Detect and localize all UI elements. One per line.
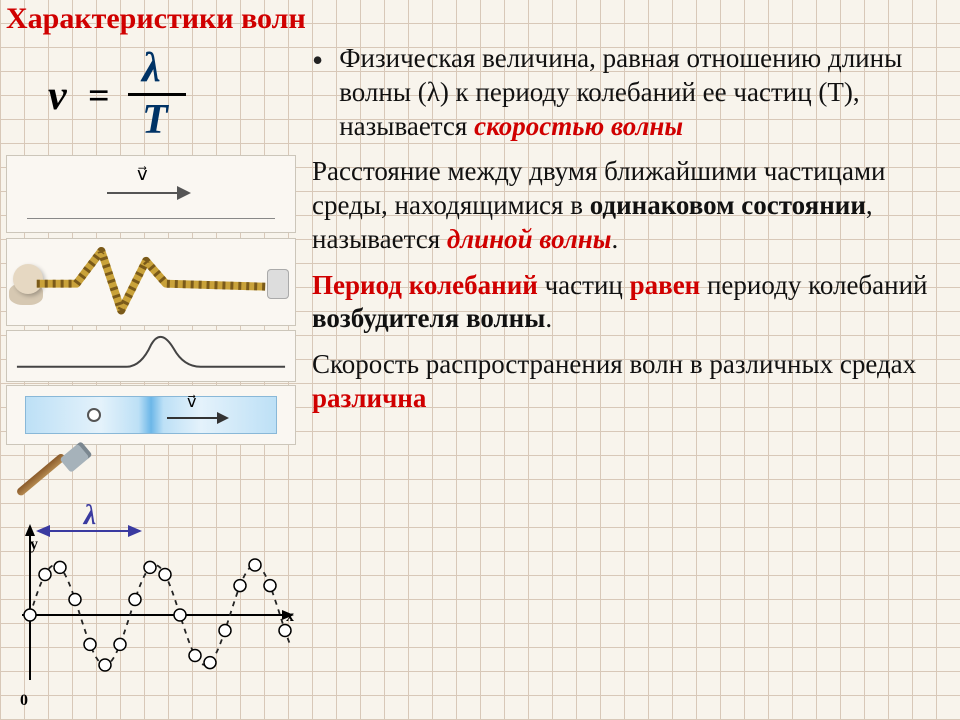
emph-equal: равен <box>630 270 701 300</box>
paragraph-wave-speed: Физическая величина, равная отношению дл… <box>339 42 952 143</box>
sine-svg <box>10 520 296 690</box>
diagram-hammer <box>6 448 296 498</box>
formula-T: T <box>142 96 168 144</box>
emph-different: различна <box>312 383 426 413</box>
axis-origin-label: 0 <box>20 692 28 710</box>
diagram-sine-with-beads <box>10 520 296 690</box>
diagram-pulse <box>6 330 296 382</box>
bold-text: возбудителя волны <box>312 303 545 333</box>
pulse-svg <box>7 331 295 383</box>
text: частиц <box>538 270 630 300</box>
slide-title: Характеристики волн <box>6 2 306 36</box>
emph-wave-speed: скоростью волны <box>474 111 683 141</box>
text-column: • Физическая величина, равная отношению … <box>308 42 952 428</box>
rope-end <box>267 269 289 299</box>
rope-wave-svg <box>7 239 295 326</box>
emph-period: Период колебаний <box>312 270 538 300</box>
formula-v-lambda-T: v = λ T <box>30 38 210 148</box>
text: периоду колебаний <box>700 270 927 300</box>
particle-dot <box>87 408 101 422</box>
text: Скорость распространения волн в различны… <box>312 349 916 379</box>
hammer-head <box>59 441 92 473</box>
lambda-inline: λ <box>427 77 440 107</box>
hammer-handle <box>15 452 66 497</box>
diagram-rope-wave <box>6 238 296 326</box>
paragraph-period: Период колебаний частиц равен периоду ко… <box>312 269 952 337</box>
formula-v: v <box>48 72 67 120</box>
baseline <box>27 218 275 219</box>
vec-label: v⃗ <box>137 164 148 185</box>
medium-bar <box>25 396 277 434</box>
bullet-icon: • <box>312 44 323 155</box>
formula-lambda: λ <box>142 44 161 92</box>
emph-wavelength: длиной волны <box>447 224 612 254</box>
text: . <box>545 303 552 333</box>
paragraph-wavelength: Расстояние между двумя ближайшими частиц… <box>312 155 952 256</box>
formula-eq: = <box>88 74 110 118</box>
text: . <box>612 224 619 254</box>
diagram-velocity-arrow: v⃗ <box>6 155 296 233</box>
bold-text: одинаковом состоянии <box>590 190 866 220</box>
diagram-longitudinal: v⃗ <box>6 385 296 445</box>
paragraph-speed-media: Скорость распространения волн в различны… <box>312 348 952 416</box>
vec-label: v⃗ <box>187 392 196 412</box>
